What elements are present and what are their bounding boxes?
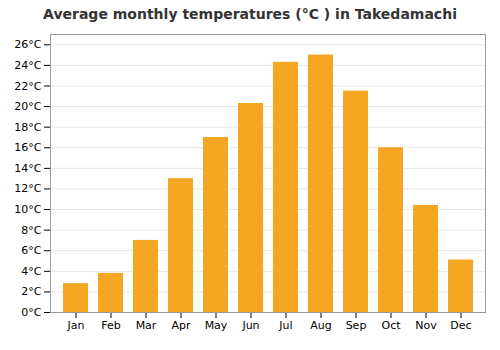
svg-text:Nov: Nov [415, 319, 437, 332]
svg-text:4°C: 4°C [21, 265, 41, 278]
svg-text:Aug: Aug [310, 319, 331, 332]
svg-text:24°C: 24°C [14, 59, 41, 72]
svg-text:2°C: 2°C [21, 285, 41, 298]
svg-text:0°C: 0°C [21, 306, 41, 319]
svg-text:Mar: Mar [136, 319, 157, 332]
html-text:Average monthly temperatures (: Average monthly temperatures (°C ) in Ta… [43, 6, 457, 22]
svg-text:22°C: 22°C [14, 80, 41, 93]
svg-text:Feb: Feb [101, 319, 120, 332]
svg-text:Apr: Apr [171, 319, 191, 332]
svg-text:12°C: 12°C [14, 182, 41, 195]
svg-text:Oct: Oct [381, 319, 401, 332]
svg-text:10°C: 10°C [14, 203, 41, 216]
svg-text:Jan: Jan [67, 319, 85, 332]
svg-text:14°C: 14°C [14, 162, 41, 175]
svg-text:20°C: 20°C [14, 100, 41, 113]
svg-text:16°C: 16°C [14, 141, 41, 154]
svg-text:26°C: 26°C [14, 38, 41, 51]
svg-text:May: May [205, 319, 228, 332]
svg-text:Dec: Dec [450, 319, 471, 332]
svg-text:18°C: 18°C [14, 121, 41, 134]
svg-text:Jul: Jul [278, 319, 292, 332]
svg-text:6°C: 6°C [21, 244, 41, 257]
svg-text:Sep: Sep [346, 319, 367, 332]
svg-text:Jun: Jun [241, 319, 259, 332]
svg-text:8°C: 8°C [21, 224, 41, 237]
